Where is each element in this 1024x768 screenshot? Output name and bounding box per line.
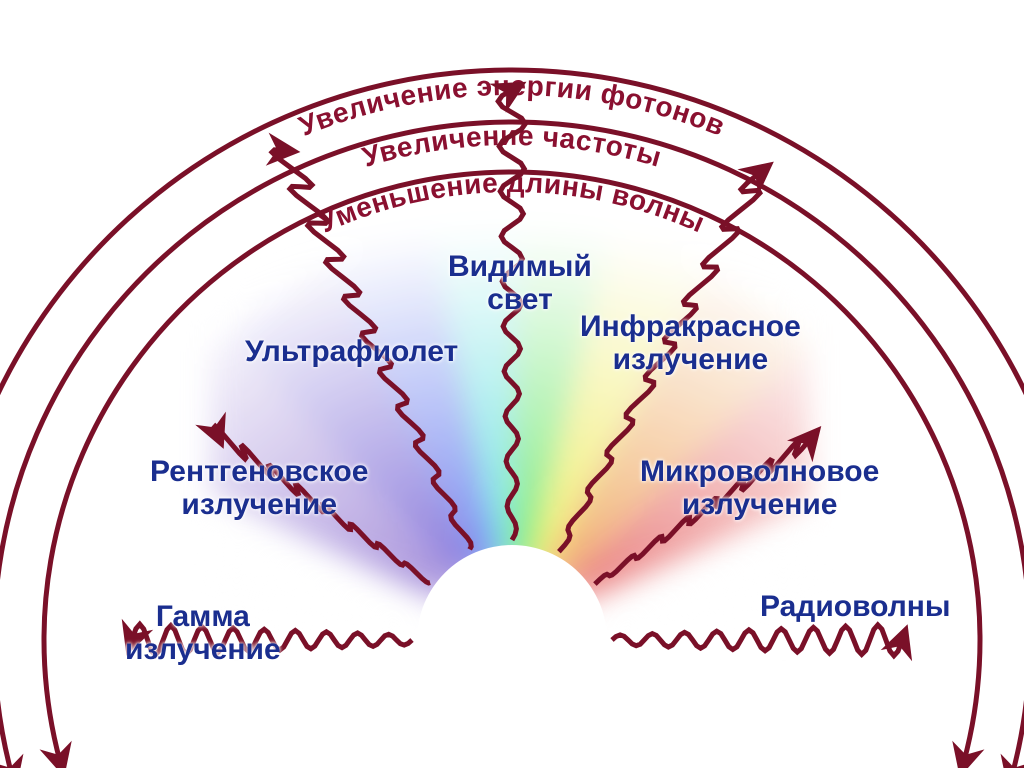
band-label-radio: Радиоволны [760, 590, 951, 623]
arc-label-0: Увеличение энергии фотонов [295, 70, 730, 142]
ray-arrow-radio [612, 625, 902, 656]
spectrum-fan [210, 155, 810, 635]
band-label-visible: Видимыйсвет [448, 250, 592, 316]
arc-label-1: Увеличение частоты [359, 120, 665, 173]
arc-arrow-1 [0, 122, 1024, 768]
band-label-gamma: Гаммаизлучение [125, 600, 281, 666]
band-label-ir: Инфракрасноеизлучение [580, 310, 801, 376]
band-label-microwave: Микроволновоеизлучение [640, 455, 879, 521]
arc-label-2: Уменьшение длины волны [314, 167, 709, 239]
em-spectrum-diagram: Увеличение энергии фотонов Увеличение ча… [0, 0, 1024, 768]
band-label-xray: Рентгеновскоеизлучение [150, 455, 368, 521]
band-label-uv: Ультрафиолет [245, 335, 458, 368]
